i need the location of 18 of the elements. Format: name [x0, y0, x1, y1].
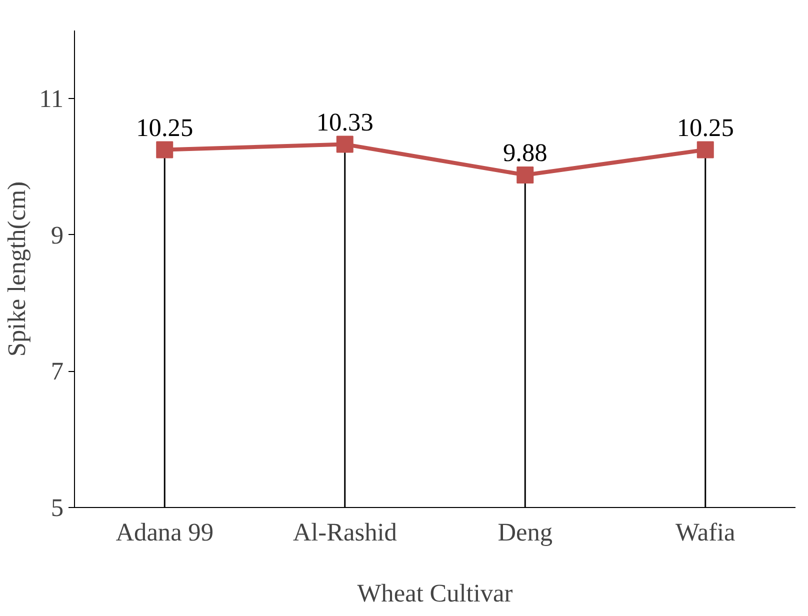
x-tick-label: Al-Rashid [292, 518, 398, 546]
y-tick-label: 5 [50, 494, 64, 522]
x-tick-label: Deng [498, 518, 553, 546]
data-label: 10.25 [136, 114, 194, 142]
data-label: 9.88 [502, 138, 548, 167]
x-tick-label: Wafia [675, 518, 736, 546]
point [336, 136, 354, 153]
y-tick-label: 9 [50, 221, 64, 250]
point [156, 141, 174, 158]
data-label: 10.33 [316, 108, 374, 136]
x-tick-label: Adana 99 [116, 518, 214, 546]
y-axis-title: Spike length(cm) [3, 181, 32, 357]
data-label: 10.25 [676, 114, 734, 142]
y-tick-label: 11 [39, 85, 64, 114]
x-axis-title: Wheat Cultivar [357, 580, 514, 608]
point [516, 166, 534, 184]
y-tick-label: 7 [50, 358, 64, 386]
point [696, 141, 714, 158]
